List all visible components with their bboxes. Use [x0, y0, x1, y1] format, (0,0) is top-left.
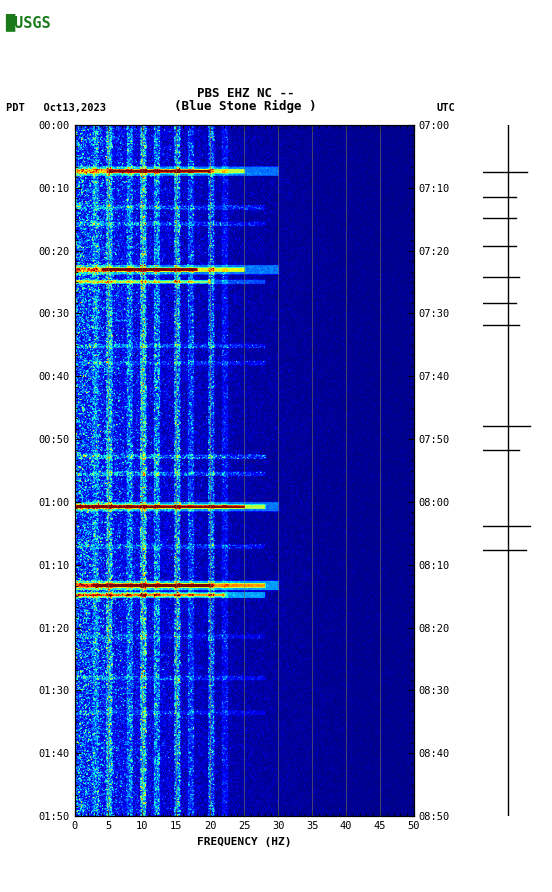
Text: PBS EHZ NC --: PBS EHZ NC --	[197, 87, 294, 100]
Text: UTC: UTC	[436, 103, 455, 113]
X-axis label: FREQUENCY (HZ): FREQUENCY (HZ)	[197, 837, 291, 847]
Text: █USGS: █USGS	[6, 13, 51, 31]
Text: (Blue Stone Ridge ): (Blue Stone Ridge )	[174, 100, 317, 113]
Text: PDT   Oct13,2023: PDT Oct13,2023	[6, 103, 105, 113]
